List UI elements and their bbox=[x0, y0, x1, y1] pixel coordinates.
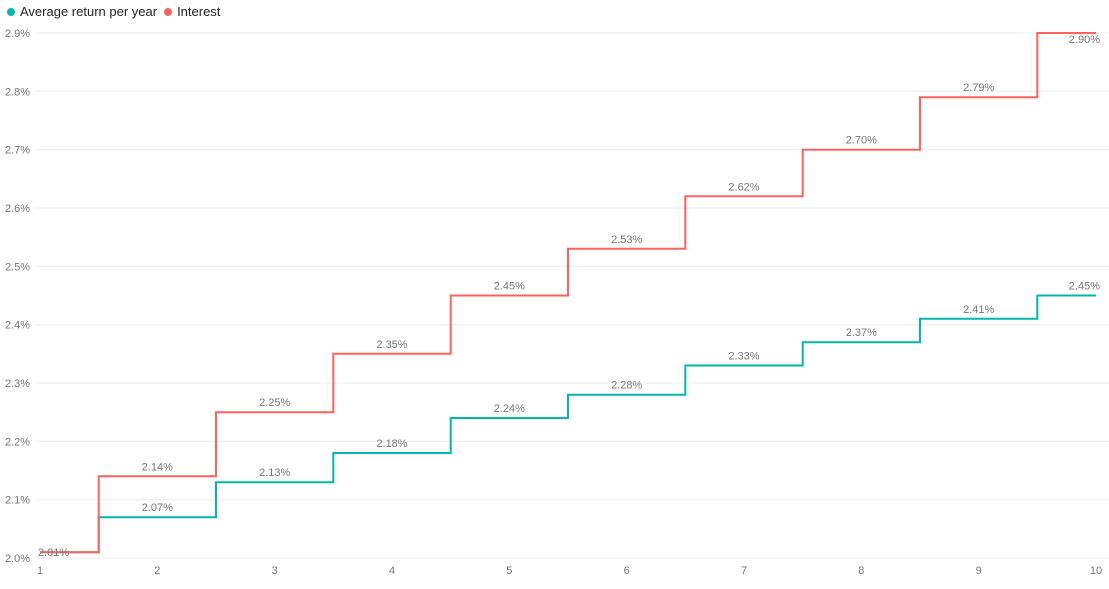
data-label: 2.28% bbox=[611, 380, 642, 392]
x-axis-tick-label: 1 bbox=[37, 565, 43, 577]
data-label: 2.45% bbox=[1069, 281, 1100, 293]
data-label: 2.37% bbox=[846, 327, 877, 339]
data-label: 2.53% bbox=[611, 234, 642, 246]
legend-dot-interest-icon bbox=[164, 7, 173, 16]
y-axis-tick-label: 2.8% bbox=[5, 86, 30, 98]
data-label: 2.41% bbox=[963, 304, 994, 316]
legend: Average return per year Interest bbox=[7, 3, 220, 20]
x-axis-tick-label: 8 bbox=[858, 565, 864, 577]
data-label: 2.18% bbox=[376, 438, 407, 450]
legend-item-average-return-per-year[interactable]: Average return per year bbox=[7, 3, 157, 20]
x-axis-tick-label: 5 bbox=[506, 565, 512, 577]
legend-item-interest[interactable]: Interest bbox=[164, 3, 220, 20]
series-line-interest[interactable] bbox=[40, 32, 1096, 554]
legend-dot-average-return-icon bbox=[7, 7, 15, 16]
data-label: 2.33% bbox=[728, 351, 759, 363]
legend-label-interest: Interest bbox=[177, 4, 221, 19]
data-label: 2.13% bbox=[259, 467, 290, 479]
data-label: 2.45% bbox=[494, 281, 525, 293]
y-axis-tick-label: 2.2% bbox=[5, 436, 30, 448]
data-label: 2.01% bbox=[38, 547, 69, 559]
y-axis-tick-label: 2.3% bbox=[5, 378, 30, 390]
data-label: 2.25% bbox=[259, 397, 290, 409]
x-axis-tick-label: 7 bbox=[741, 565, 747, 577]
y-axis-tick-label: 2.6% bbox=[5, 203, 30, 215]
x-axis-tick-label: 9 bbox=[976, 565, 982, 577]
x-axis-tick-label: 3 bbox=[272, 565, 278, 577]
x-axis-tick-label: 4 bbox=[389, 565, 395, 577]
y-axis-tick-label: 2.0% bbox=[5, 553, 30, 565]
x-axis-tick-label: 2 bbox=[154, 565, 160, 577]
x-axis-tick-label: 10 bbox=[1090, 565, 1102, 577]
y-axis-tick-label: 2.7% bbox=[5, 145, 30, 157]
data-label: 2.35% bbox=[376, 339, 407, 351]
legend-label-average-return: Average return per year bbox=[20, 4, 158, 19]
x-axis-tick-label: 6 bbox=[624, 565, 630, 577]
data-label: 2.70% bbox=[846, 135, 877, 147]
y-axis-tick-label: 2.5% bbox=[5, 261, 30, 273]
series-line-average-return-per-year[interactable] bbox=[40, 294, 1096, 554]
data-label: 2.79% bbox=[963, 82, 994, 94]
y-axis-tick-label: 2.4% bbox=[5, 320, 30, 332]
data-label: 2.14% bbox=[142, 461, 173, 473]
data-label: 2.07% bbox=[142, 502, 173, 514]
data-label: 2.24% bbox=[494, 403, 525, 415]
y-axis-tick-label: 2.9% bbox=[5, 28, 30, 40]
y-axis-tick-label: 2.1% bbox=[5, 495, 30, 507]
data-label: 2.62% bbox=[728, 181, 759, 193]
data-label: 2.90% bbox=[1069, 34, 1100, 46]
